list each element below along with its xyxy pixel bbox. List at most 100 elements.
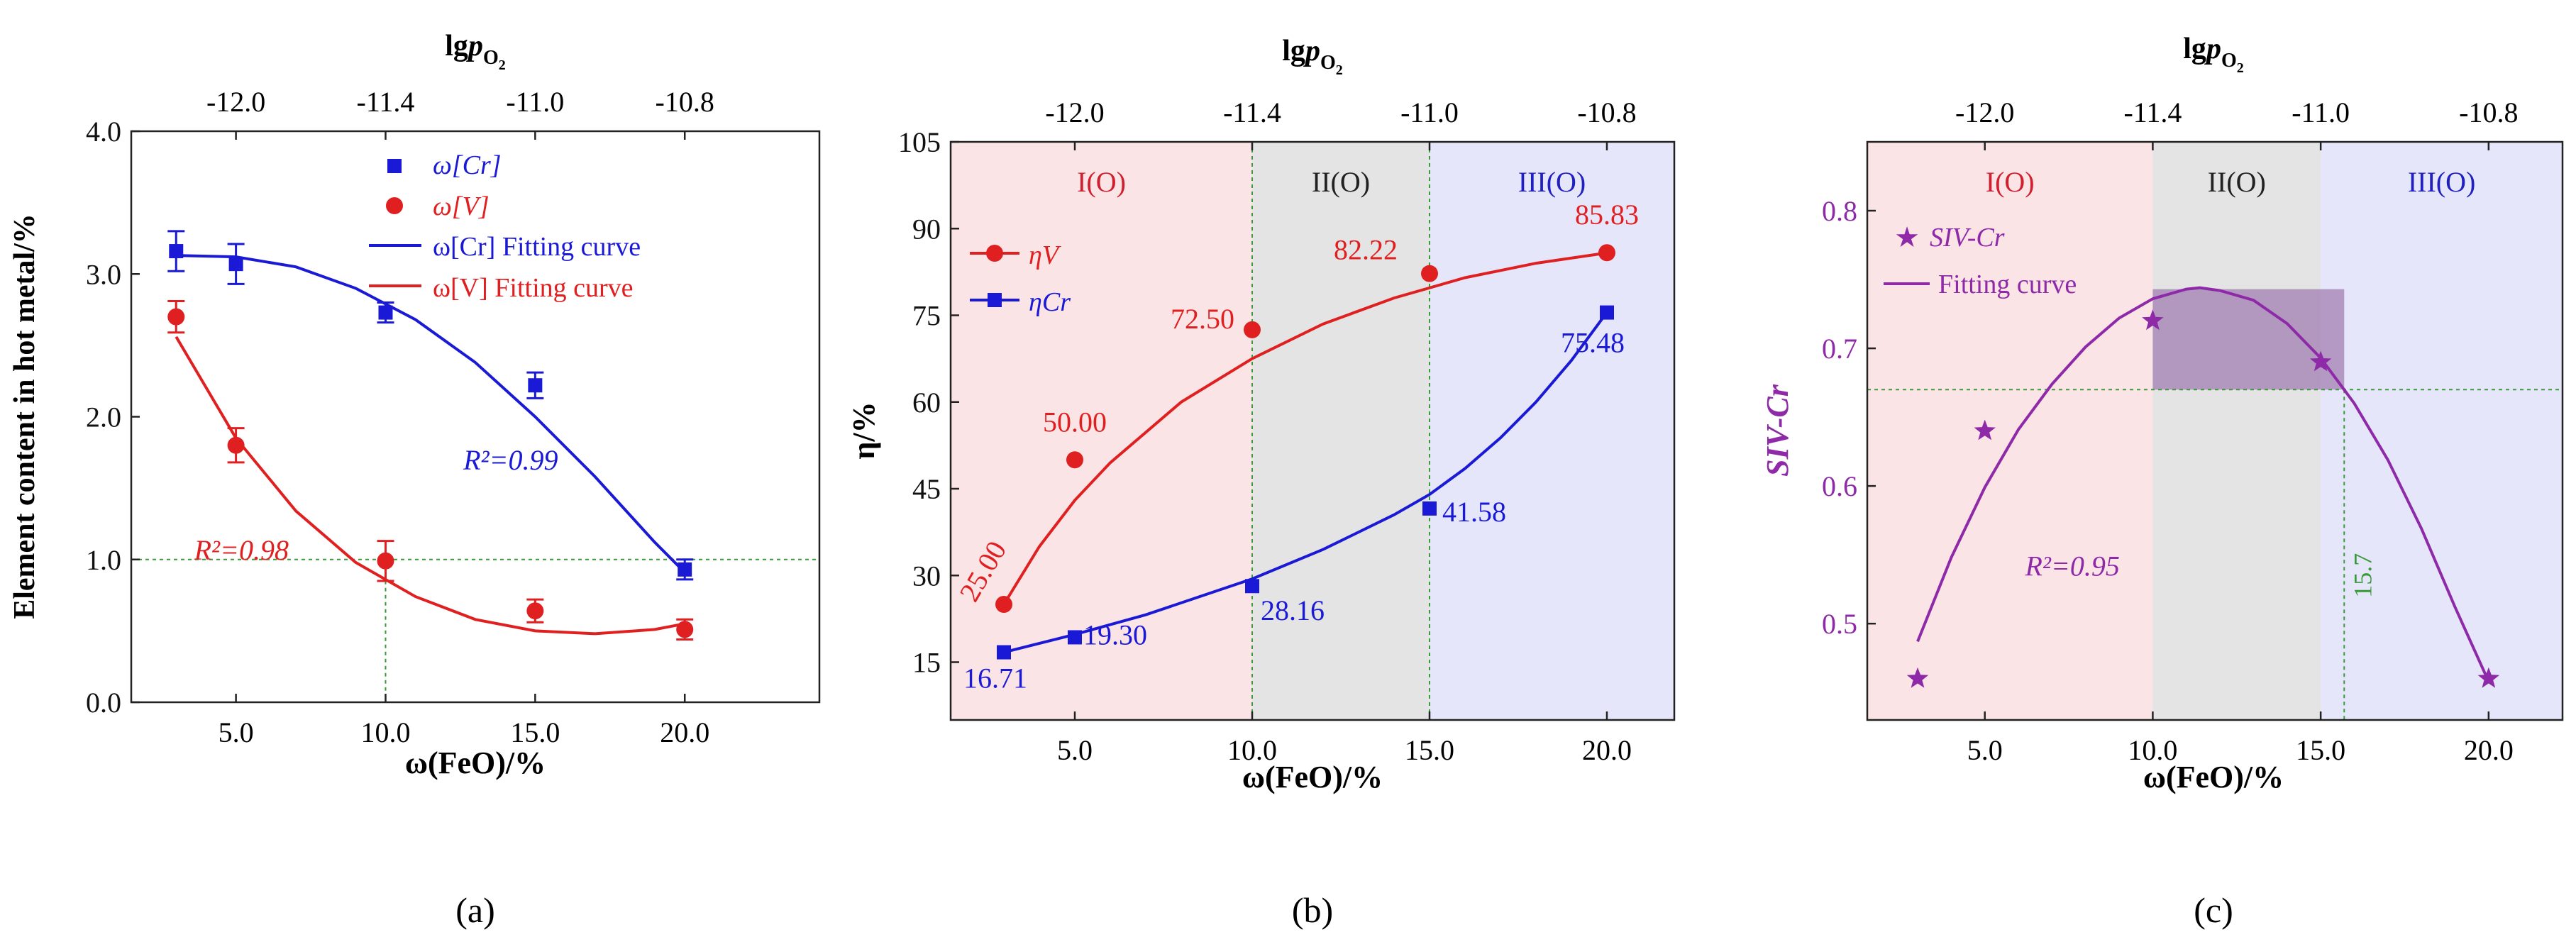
- panel-c-zones: I(O) II(O) III(O): [1867, 142, 2563, 720]
- x-tick-label: 15.0: [510, 716, 560, 748]
- legend-label-si-fit: Fitting curve: [1938, 270, 2077, 299]
- data-point-eta-cr: [1068, 630, 1082, 645]
- x-tick-label: 20.0: [1582, 734, 1632, 766]
- data-point-eta-cr: [997, 645, 1011, 660]
- data-label-eta-cr: 41.58: [1442, 496, 1506, 528]
- top-tick-label: -11.0: [2292, 96, 2350, 128]
- data-point-cr: [378, 305, 393, 320]
- data-point-eta-v: [1421, 265, 1438, 282]
- panel-c-r2: R²=0.95: [2025, 550, 2120, 582]
- data-label-eta-cr: 19.30: [1083, 619, 1147, 650]
- panel-c-fit-curves: [1916, 286, 2490, 682]
- fit-curve-eta-cr: [1003, 311, 1608, 654]
- top-tick-label: -12.0: [1955, 96, 2014, 128]
- y-tick-label: 45: [912, 473, 941, 505]
- data-point-cr: [678, 562, 692, 577]
- panel-c: I(O) II(O) III(O) 5.0 10.0 15.0 20.0 -12.0 -11.…: [1760, 33, 2564, 930]
- panel-b-legend: ηV ηCr: [970, 240, 1071, 317]
- zone-region: [2321, 142, 2563, 720]
- fit-curve-cr: [176, 254, 686, 574]
- data-point-si: [1974, 419, 1996, 440]
- panel-c-axis-ticks: 5.0 10.0 15.0 20.0 -12.0 -11.4 -11.0 -10.8 0.5 0.…: [1822, 96, 2519, 766]
- fit-curve-eta-v: [1002, 251, 1608, 606]
- y-tick-label: 0.6: [1822, 470, 1857, 502]
- panel-a-fit-curves: [175, 254, 686, 636]
- zone-region: [1252, 142, 1430, 720]
- legend-marker-eta-cr: [988, 293, 1002, 307]
- zone-label: I(O): [1077, 166, 1126, 198]
- legend-marker-eta-v: [986, 245, 1003, 262]
- data-point-v: [377, 552, 394, 570]
- y-tick-label: 2.0: [86, 401, 121, 433]
- panel-a-label: (a): [455, 890, 495, 930]
- data-point-si: [2477, 667, 2500, 688]
- fit-curve-si: [1916, 286, 2490, 682]
- y-tick-label: 105: [898, 126, 941, 158]
- y-tick-label: 0.0: [86, 687, 121, 719]
- data-point-eta-v: [1066, 451, 1083, 469]
- top-tick-label: -11.0: [1400, 96, 1459, 128]
- data-label-eta-cr: 28.16: [1261, 594, 1325, 626]
- legend-label-eta-v: ηV: [1029, 240, 1061, 270]
- panel-c-legend: ★ SIV-Cr Fitting curve: [1884, 221, 2077, 299]
- y-tick-label: 4.0: [86, 116, 121, 148]
- legend-label-cr: ω[Cr]: [433, 150, 502, 180]
- panel-a-r2-cr: R²=0.99: [463, 444, 558, 476]
- panel-b-label: (b): [1292, 890, 1333, 930]
- panel-a: 5.0 10.0 15.0 20.0 -12.0 -11.4 -11.0 -10.8 0.0 1.…: [9, 30, 821, 930]
- panel-c-top-axis-title: lgpO2: [2183, 33, 2243, 76]
- legend-label-si: SIV-Cr: [1930, 223, 2005, 253]
- zone-label: III(O): [1518, 166, 1586, 198]
- panel-c-data-points: [1906, 309, 2500, 688]
- data-point-eta-v: [1598, 244, 1615, 262]
- panel-b-x-axis-title: ω(FeO)/%: [1242, 760, 1383, 794]
- y-tick-label: 90: [912, 213, 941, 245]
- data-point-v: [526, 602, 544, 620]
- x-tick-label: 5.0: [1057, 734, 1093, 766]
- x-tick-label: 20.0: [660, 716, 709, 748]
- data-point-v: [676, 621, 694, 638]
- x-tick-label: 5.0: [219, 716, 254, 748]
- panel-a-y-axis-title: Element content in hot metal/%: [9, 214, 41, 619]
- legend-label-cr-fit: ω[Cr] Fitting curve: [433, 232, 641, 262]
- y-tick-label: 15: [912, 647, 941, 679]
- panel-b-y-axis-title: η/%: [846, 401, 881, 459]
- data-label-eta-cr: 75.48: [1561, 327, 1625, 359]
- data-point-si: [1906, 667, 1929, 688]
- panel-b: I(O) II(O) III(O) 25.0050.0072.5082.2285.8…: [846, 35, 1676, 930]
- x-tick-label: 15.0: [1405, 734, 1454, 766]
- top-tick-label: -11.0: [506, 86, 564, 118]
- zone-region: [951, 142, 1252, 720]
- panel-c-x-axis-title: ω(FeO)/%: [2143, 760, 2284, 794]
- legend-marker-cr: [387, 159, 402, 173]
- top-tick-label: -12.0: [206, 86, 265, 118]
- panel-c-label: (c): [2194, 890, 2233, 930]
- zone-region: [2152, 142, 2321, 720]
- data-point-cr: [169, 244, 184, 259]
- y-tick-label: 0.7: [1822, 333, 1857, 365]
- legend-label-eta-cr: ηCr: [1029, 287, 1071, 317]
- data-point-eta-cr: [1422, 501, 1437, 516]
- legend-label-v: ω[V]: [433, 192, 490, 221]
- x-tick-label: 10.0: [2128, 734, 2177, 766]
- panel-a-axis-ticks: 5.0 10.0 15.0 20.0 -12.0 -11.4 -11.0 -10.8 0.0 1.…: [86, 86, 714, 748]
- data-point-eta-cr: [1245, 579, 1259, 594]
- panel-c-reference-label: 15.7: [2348, 553, 2377, 598]
- zone-label: II(O): [2208, 166, 2266, 198]
- y-tick-label: 30: [912, 560, 941, 592]
- y-tick-label: 0.8: [1822, 195, 1857, 227]
- zone-region: [1867, 142, 2153, 720]
- top-tick-label: -12.0: [1045, 96, 1104, 128]
- top-tick-label: -10.8: [656, 86, 714, 118]
- data-label-eta-v: 72.50: [1171, 303, 1234, 335]
- y-tick-label: 60: [912, 387, 941, 419]
- panel-b-data-points: [995, 244, 1615, 660]
- data-label-eta-v: 85.83: [1575, 199, 1639, 231]
- x-tick-label: 20.0: [2464, 734, 2514, 766]
- fit-curve-v: [175, 336, 685, 636]
- panel-b-zones: I(O) II(O) III(O): [951, 142, 1674, 720]
- top-tick-label: -10.8: [2459, 96, 2518, 128]
- legend-label-v-fit: ω[V] Fitting curve: [433, 273, 634, 303]
- data-label-eta-cr: 16.71: [963, 663, 1027, 694]
- panel-b-top-axis-title: lgpO2: [1282, 35, 1342, 78]
